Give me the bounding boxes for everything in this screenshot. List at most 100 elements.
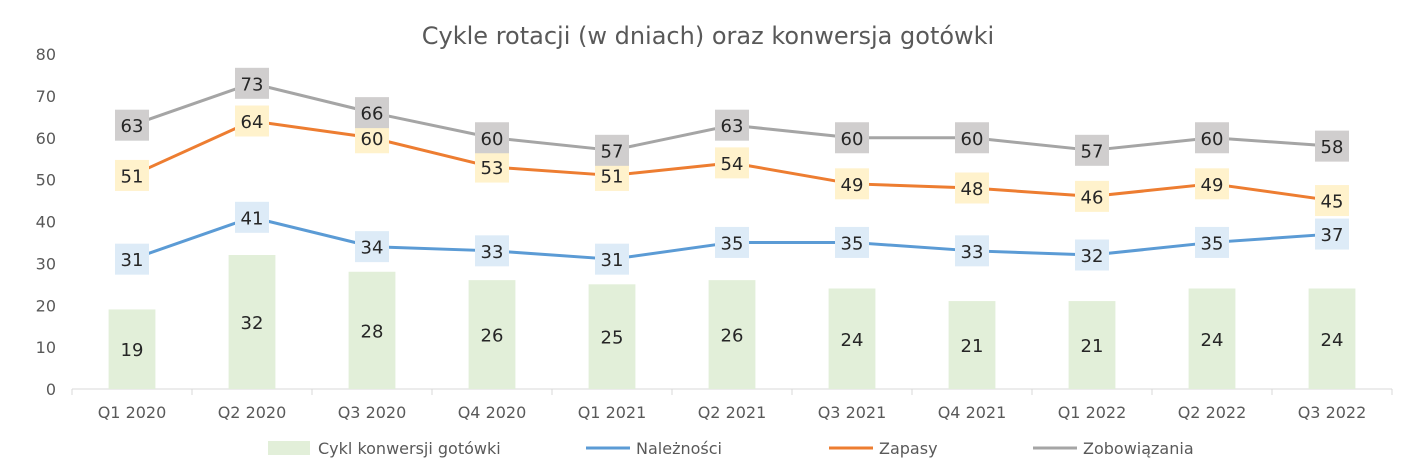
legend-label: Cykl konwersji gotówki (318, 439, 501, 458)
y-tick-label: 30 (36, 254, 56, 273)
line-data-label: 46 (1081, 187, 1104, 208)
line-data-label: 58 (1321, 137, 1344, 158)
data-label-box (355, 97, 389, 129)
y-axis: 0 10 20 30 40 50 60 70 80 (36, 45, 56, 399)
data-label-box (1315, 185, 1349, 217)
x-tick-label: Q1 2021 (578, 403, 647, 422)
x-tick-label: Q4 2021 (938, 403, 1007, 422)
x-tick-label: Q3 2022 (1298, 403, 1367, 422)
line-data-label: 64 (241, 112, 264, 133)
x-tick-label: Q3 2021 (818, 403, 887, 422)
line-data-label: 35 (841, 233, 864, 254)
data-labels: 19 32 28 26 25 26 24 21 21 24 24 31 41 34 33 31 35 35 33 32… (115, 67, 1349, 361)
data-label-box (1075, 134, 1109, 166)
data-label-box (835, 226, 869, 258)
legend: Cykl konwersji gotówki Należności Zapasy Zo… (268, 439, 1194, 458)
y-tick-label: 80 (36, 45, 56, 64)
line-data-label: 37 (1321, 225, 1344, 246)
data-label-box (1315, 130, 1349, 162)
data-label-box (1195, 122, 1229, 154)
bar (228, 255, 276, 389)
data-label-box (115, 243, 149, 275)
data-label-box (115, 109, 149, 141)
bar-data-label: 28 (361, 321, 384, 342)
line-data-label: 60 (961, 129, 984, 150)
x-axis: Q1 2020 Q2 2020 Q3 2020 Q4 2020 Q1 2021 Q2 20… (71, 388, 1393, 422)
data-label-box (715, 109, 749, 141)
line-data-label: 45 (1321, 192, 1344, 213)
bar (468, 280, 516, 389)
x-tick-label: Q2 2021 (698, 403, 767, 422)
bar-series (108, 255, 1356, 389)
legend-label: Zapasy (879, 439, 938, 458)
y-tick-label: 0 (46, 380, 56, 399)
bar-data-label: 21 (1081, 336, 1104, 357)
line-data-label: 48 (961, 179, 984, 200)
bar-data-label: 26 (481, 326, 504, 347)
data-label-box (715, 226, 749, 258)
line-data-label: 63 (121, 116, 144, 137)
chart-title: Cykle rotacji (w dniach) oraz konwersja … (422, 22, 994, 50)
data-label-box (1075, 180, 1109, 212)
line-data-label: 73 (241, 74, 264, 95)
bar (108, 309, 156, 389)
line-data-label: 60 (841, 129, 864, 150)
bar-data-label: 21 (961, 336, 984, 357)
data-label-box (835, 168, 869, 200)
data-label-box (235, 201, 269, 233)
y-tick-label: 10 (36, 338, 56, 357)
data-label-box (1315, 218, 1349, 250)
bar (1188, 288, 1236, 389)
bar-data-label: 24 (841, 330, 864, 351)
bar (708, 280, 756, 389)
y-tick-label: 70 (36, 87, 56, 106)
data-label-box (955, 235, 989, 267)
y-tick-label: 60 (36, 129, 56, 148)
y-tick-label: 40 (36, 213, 56, 232)
data-label-box (475, 151, 509, 183)
x-tick-label: Q4 2020 (458, 403, 527, 422)
legend-label: Zobowiązania (1083, 439, 1194, 458)
line-data-label: 49 (1201, 175, 1224, 196)
bar-data-label: 19 (121, 340, 144, 361)
line-data-label: 34 (361, 238, 384, 259)
y-tick-label: 20 (36, 296, 56, 315)
line-data-label: 35 (721, 233, 744, 254)
bar (948, 301, 996, 389)
bar-data-label: 26 (721, 326, 744, 347)
bar-data-label: 24 (1201, 330, 1224, 351)
line-data-label: 33 (481, 242, 504, 263)
line-data-label: 41 (241, 208, 264, 229)
legend-swatch (268, 441, 310, 455)
bar-data-label: 24 (1321, 330, 1344, 351)
data-label-box (595, 134, 629, 166)
data-label-box (235, 67, 269, 99)
bar (348, 271, 396, 389)
data-label-box (475, 122, 509, 154)
bar (588, 284, 636, 389)
line-data-label: 33 (961, 242, 984, 263)
line-data-label: 35 (1201, 233, 1224, 254)
line-data-label: 31 (121, 250, 144, 271)
data-label-box (955, 122, 989, 154)
bar-data-label: 25 (601, 328, 624, 349)
line-data-label: 32 (1081, 246, 1104, 267)
line-data-label: 57 (601, 141, 624, 162)
line-data-label: 53 (481, 158, 504, 179)
line-data-label: 49 (841, 175, 864, 196)
line-data-label: 51 (601, 166, 624, 187)
line-data-label: 63 (721, 116, 744, 137)
legend-label: Należności (636, 439, 722, 458)
line-data-label: 57 (1081, 141, 1104, 162)
line-data-label: 66 (361, 104, 384, 125)
line-data-label: 51 (121, 166, 144, 187)
x-tick-label: Q3 2020 (338, 403, 407, 422)
line-data-label: 31 (601, 250, 624, 271)
line-data-label: 54 (721, 154, 744, 175)
data-label-box (595, 243, 629, 275)
data-label-box (1075, 239, 1109, 271)
line-data-label: 60 (361, 129, 384, 150)
x-tick-label: Q2 2022 (1178, 403, 1247, 422)
bar (1068, 301, 1116, 389)
